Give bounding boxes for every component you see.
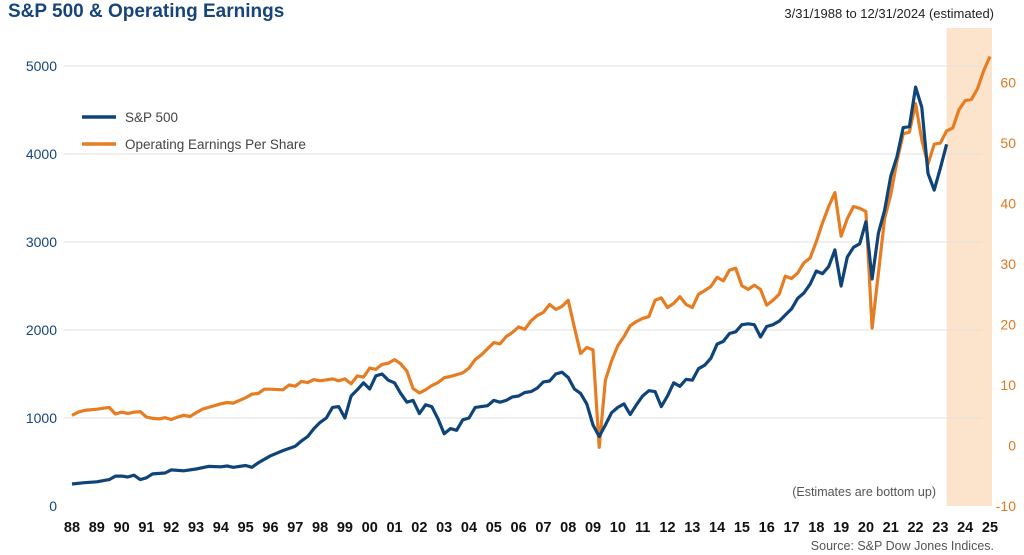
x-tick-label: 93 bbox=[188, 520, 204, 536]
gridlines bbox=[64, 65, 982, 419]
x-tick-label: 09 bbox=[585, 520, 601, 536]
x-tick-label: 10 bbox=[610, 520, 626, 536]
x-tick-label: 19 bbox=[833, 520, 849, 536]
x-tick-label: 02 bbox=[411, 520, 427, 536]
left-tick-label: 0 bbox=[49, 498, 57, 514]
left-tick-label: 3000 bbox=[26, 234, 57, 250]
right-tick-label: 50 bbox=[1000, 135, 1016, 151]
x-tick-label: 00 bbox=[362, 520, 378, 536]
x-tick-label: 20 bbox=[858, 520, 874, 536]
x-tick-label: 99 bbox=[337, 520, 353, 536]
left-tick-label: 5000 bbox=[26, 58, 57, 74]
estimate-region-band bbox=[946, 28, 992, 506]
x-tick-label: 89 bbox=[89, 520, 105, 536]
x-tick-label: 18 bbox=[808, 520, 824, 536]
x-tick-label: 04 bbox=[461, 520, 477, 536]
x-tick-label: 24 bbox=[957, 520, 973, 536]
legend-label-sp500: S&P 500 bbox=[125, 110, 178, 125]
date-range-label: 3/31/1988 to 12/31/2024 (estimated) bbox=[784, 6, 994, 21]
x-tick-label: 14 bbox=[709, 520, 725, 536]
x-tick-label: 96 bbox=[262, 520, 278, 536]
left-tick-label: 4000 bbox=[26, 146, 57, 162]
x-tick-label: 01 bbox=[386, 520, 402, 536]
left-tick-label: 2000 bbox=[26, 322, 57, 338]
x-tick-label: 92 bbox=[163, 520, 179, 536]
right-tick-label: 60 bbox=[1000, 75, 1016, 91]
x-tick-label: 25 bbox=[982, 520, 998, 536]
x-tick-label: 95 bbox=[238, 520, 254, 536]
x-tick-label: 16 bbox=[759, 520, 775, 536]
x-tick-label: 13 bbox=[684, 520, 700, 536]
x-tick-label: 03 bbox=[436, 520, 452, 536]
x-tick-label: 94 bbox=[213, 520, 229, 536]
x-tick-label: 91 bbox=[138, 520, 154, 536]
right-tick-label: 40 bbox=[1000, 196, 1016, 212]
x-tick-label: 12 bbox=[659, 520, 675, 536]
x-tick-label: 22 bbox=[907, 520, 923, 536]
x-tick-label: 98 bbox=[312, 520, 328, 536]
x-tick-label: 17 bbox=[783, 520, 799, 536]
right-tick-label: 0 bbox=[1008, 438, 1016, 454]
legend-label-eps: Operating Earnings Per Share bbox=[125, 137, 306, 152]
source-note: Source: S&P Dow Jones Indices. bbox=[810, 539, 994, 553]
x-tick-label: 15 bbox=[734, 520, 750, 536]
x-tick-label: 07 bbox=[535, 520, 551, 536]
estimates-annotation: (Estimates are bottom up) bbox=[792, 485, 936, 499]
x-tick-label: 23 bbox=[932, 520, 948, 536]
x-axis: 88 89 90 91 92 93 94 95 96 97 98 99 00 01 02 03 04 05 06 07… bbox=[64, 520, 998, 536]
right-tick-label: 20 bbox=[1000, 317, 1016, 333]
x-tick-label: 05 bbox=[486, 520, 502, 536]
legend: S&P 500 Operating Earnings Per Share bbox=[82, 110, 306, 152]
x-tick-label: 06 bbox=[511, 520, 527, 536]
x-tick-label: 97 bbox=[287, 520, 303, 536]
right-tick-label: 30 bbox=[1000, 256, 1016, 272]
series-line-sp500 bbox=[71, 85, 949, 486]
right-tick-label: -10 bbox=[996, 498, 1016, 514]
x-tick-label: 08 bbox=[560, 520, 576, 536]
left-axis: 0 1000 2000 3000 4000 5000 bbox=[26, 58, 57, 514]
chart-title: S&P 500 & Operating Earnings bbox=[8, 1, 285, 22]
right-axis: -10 0 10 20 30 40 50 60 bbox=[996, 75, 1016, 515]
x-tick-label: 90 bbox=[114, 520, 130, 536]
x-tick-label: 11 bbox=[635, 520, 650, 536]
right-tick-label: 10 bbox=[1000, 377, 1016, 393]
left-tick-label: 1000 bbox=[26, 410, 57, 426]
x-tick-label: 21 bbox=[883, 520, 899, 536]
series-line-eps bbox=[71, 55, 992, 449]
x-tick-label: 88 bbox=[64, 520, 80, 536]
